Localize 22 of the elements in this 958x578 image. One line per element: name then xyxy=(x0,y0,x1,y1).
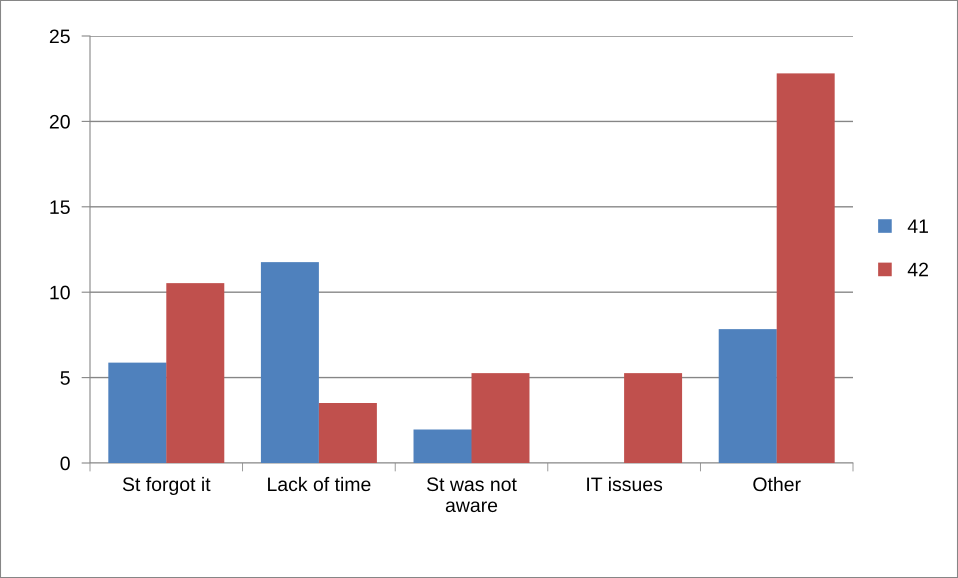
bar xyxy=(624,373,682,463)
bar xyxy=(260,262,319,463)
bar xyxy=(414,430,472,463)
y-tick-label: 10 xyxy=(50,286,70,300)
bar xyxy=(166,283,224,463)
x-tick-label: St forgot it xyxy=(122,476,210,496)
bar xyxy=(472,373,530,463)
y-tick-label: 5 xyxy=(60,371,70,385)
legend-label: 42 xyxy=(908,262,928,276)
x-tick-label: IT issues xyxy=(587,476,662,492)
bar xyxy=(318,403,377,463)
x-tick-label: Lack of time xyxy=(268,476,370,492)
bar xyxy=(108,362,166,463)
x-tick-label: St was not aware xyxy=(426,477,517,512)
bar xyxy=(718,329,777,463)
legend-label: 41 xyxy=(908,219,928,233)
x-tick-label: Other xyxy=(753,476,801,492)
bar xyxy=(776,73,835,463)
y-tick-label: 20 xyxy=(50,114,70,129)
y-tick-label: 0 xyxy=(60,456,70,470)
y-tick-label: 15 xyxy=(50,200,70,214)
y-tick-label: 25 xyxy=(50,29,70,44)
